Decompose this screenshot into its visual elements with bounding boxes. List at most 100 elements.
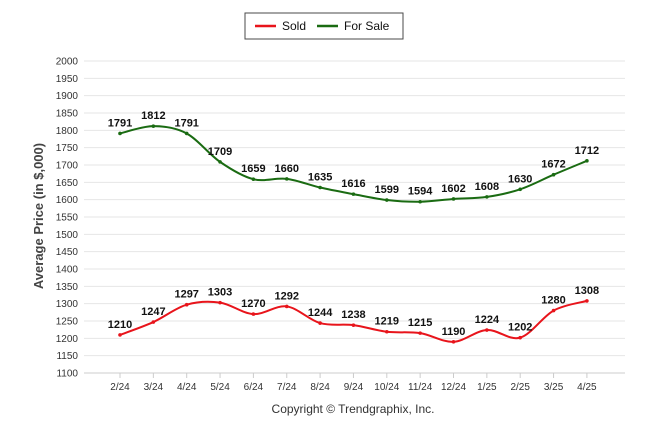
y-tick-label: 1850 — [56, 109, 79, 120]
data-point-sold — [451, 340, 456, 344]
x-tick-label: 4/24 — [177, 382, 197, 393]
data-point-sold — [218, 300, 222, 305]
data-label-sold: 1270 — [241, 298, 265, 310]
y-tick-label: 1450 — [56, 247, 79, 258]
legend-label-for-sale: For Sale — [344, 19, 390, 33]
data-point-sold — [585, 299, 589, 303]
data-label-for-sale: 1599 — [375, 184, 399, 196]
data-point-sold — [151, 320, 156, 324]
y-tick-label: 1550 — [56, 213, 79, 224]
data-point-for-sale — [585, 159, 589, 163]
data-point-sold — [518, 335, 522, 340]
data-point-for-sale — [385, 198, 389, 202]
data-label-sold: 1224 — [475, 314, 500, 326]
data-point-for-sale — [351, 192, 356, 196]
axes: 1100 1150 1200 1250 1300 1350 1400 1450 1500 1550… — [56, 57, 625, 393]
y-tick-label: 1150 — [56, 351, 78, 362]
data-label-for-sale: 1608 — [475, 181, 499, 193]
x-tick-label: 4/25 — [577, 382, 597, 393]
data-point-sold — [385, 329, 389, 334]
data-point-for-sale — [318, 185, 322, 190]
data-label-for-sale: 1672 — [541, 159, 565, 171]
x-tick-label: 5/24 — [210, 382, 230, 393]
x-tick-label: 3/25 — [544, 382, 564, 393]
y-tick-label: 1250 — [56, 317, 79, 328]
legend: Sold For Sale — [244, 12, 404, 40]
y-tick-label: 1800 — [56, 126, 79, 137]
data-label-for-sale: 1660 — [275, 163, 299, 175]
y-tick-label: 1750 — [56, 143, 79, 154]
gridlines — [84, 60, 625, 374]
data-point-for-sale — [218, 160, 222, 164]
data-label-for-sale: 1630 — [508, 173, 532, 185]
y-axis-label: Average Price (in $,000) — [31, 143, 46, 289]
y-tick-label: 1400 — [56, 265, 79, 276]
data-label-sold: 1215 — [408, 317, 432, 329]
x-tick-label: 1/25 — [477, 382, 497, 393]
legend-label-sold: Sold — [282, 19, 306, 33]
data-point-sold — [118, 333, 122, 337]
data-label-sold: 1238 — [341, 309, 365, 321]
data-label-for-sale: 1712 — [575, 145, 599, 157]
data-label-sold: 1190 — [442, 326, 466, 338]
data-point-sold — [418, 331, 422, 335]
data-label-for-sale: 1791 — [108, 117, 132, 129]
data-point-sold — [351, 323, 356, 327]
x-tick-label: 3/24 — [144, 382, 164, 393]
y-tick-label: 1200 — [56, 334, 79, 345]
y-tick-label: 1650 — [56, 178, 79, 189]
x-tick-label: 10/24 — [374, 382, 399, 393]
x-tick-label: 11/24 — [408, 382, 433, 393]
data-label-sold: 1280 — [541, 295, 565, 307]
data-point-for-sale — [151, 124, 156, 128]
x-tick-label: 9/24 — [344, 382, 364, 393]
data-point-for-sale — [118, 131, 122, 136]
y-tick-label: 2000 — [56, 57, 79, 68]
data-label-for-sale: 1812 — [141, 110, 165, 122]
data-point-for-sale — [284, 177, 289, 181]
y-tick-label: 1600 — [56, 195, 79, 206]
data-point-for-sale — [418, 199, 422, 204]
data-labels: 1210 1247 1297 1303 1270 1292 1244 1238 1219 1215… — [108, 110, 599, 338]
y-tick-label: 1900 — [56, 91, 79, 102]
data-label-sold: 1202 — [508, 322, 532, 334]
x-tick-label: 7/24 — [277, 382, 297, 393]
data-point-sold — [485, 328, 489, 332]
data-label-sold: 1303 — [208, 287, 232, 299]
data-point-for-sale — [518, 187, 522, 192]
y-tick-label: 1350 — [56, 282, 79, 293]
y-tick-label: 1700 — [56, 161, 79, 172]
data-label-sold: 1308 — [575, 285, 599, 297]
data-point-sold — [251, 312, 256, 316]
data-point-for-sale — [184, 131, 189, 136]
data-point-sold — [284, 304, 289, 309]
data-label-for-sale: 1635 — [308, 172, 332, 184]
x-tick-label: 2/24 — [110, 382, 130, 393]
data-point-for-sale — [251, 177, 256, 182]
copyright-footer: Copyright © Trendgraphix, Inc. — [272, 402, 435, 416]
x-tick-label: 8/24 — [310, 382, 330, 393]
data-point-for-sale — [551, 172, 556, 177]
data-point-sold — [551, 308, 556, 313]
data-label-sold: 1247 — [141, 306, 165, 318]
data-point-sold — [318, 321, 322, 325]
y-tick-label: 1300 — [56, 299, 79, 310]
data-point-sold — [184, 302, 189, 307]
data-label-for-sale: 1602 — [441, 183, 465, 195]
data-label-for-sale: 1594 — [408, 186, 433, 198]
data-label-sold: 1210 — [108, 319, 132, 331]
data-label-for-sale: 1616 — [341, 178, 365, 190]
y-tick-label: 1950 — [56, 74, 79, 85]
x-tick-label: 6/24 — [244, 382, 264, 393]
series-line-for-sale — [119, 125, 588, 203]
data-label-sold: 1297 — [174, 289, 198, 301]
x-tick-label: 2/25 — [510, 382, 530, 393]
y-tick-label: 1100 — [56, 369, 78, 380]
data-label-for-sale: 1791 — [174, 117, 198, 129]
data-point-for-sale — [451, 197, 456, 201]
series-lines — [118, 124, 589, 344]
data-label-for-sale: 1659 — [241, 163, 265, 175]
x-tick-label: 12/24 — [441, 382, 466, 393]
data-label-sold: 1219 — [375, 316, 399, 328]
